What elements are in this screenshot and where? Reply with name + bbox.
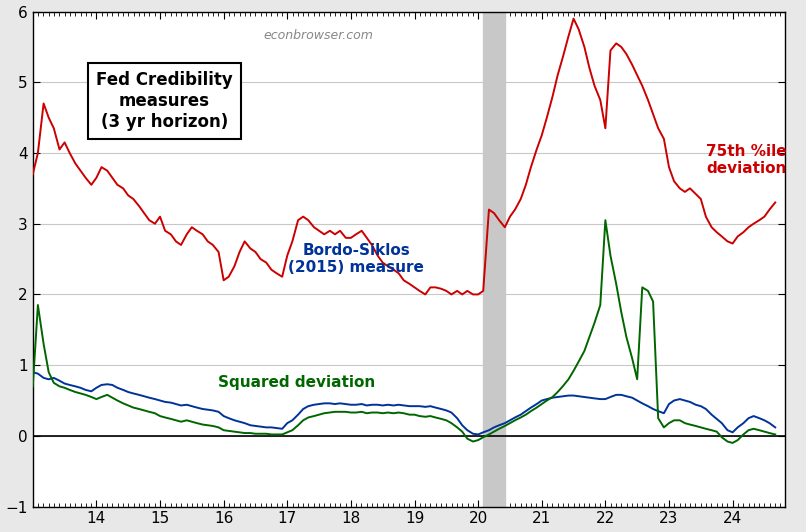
Text: Fed Credibility
measures
(3 yr horizon): Fed Credibility measures (3 yr horizon): [96, 71, 233, 130]
Text: Squared deviation: Squared deviation: [218, 376, 375, 390]
Text: econbrowser.com: econbrowser.com: [264, 29, 374, 42]
Text: 75th %ile
deviation: 75th %ile deviation: [706, 144, 787, 176]
Text: Bordo-Siklos
(2015) measure: Bordo-Siklos (2015) measure: [289, 243, 424, 275]
Bar: [484, 12, 505, 506]
